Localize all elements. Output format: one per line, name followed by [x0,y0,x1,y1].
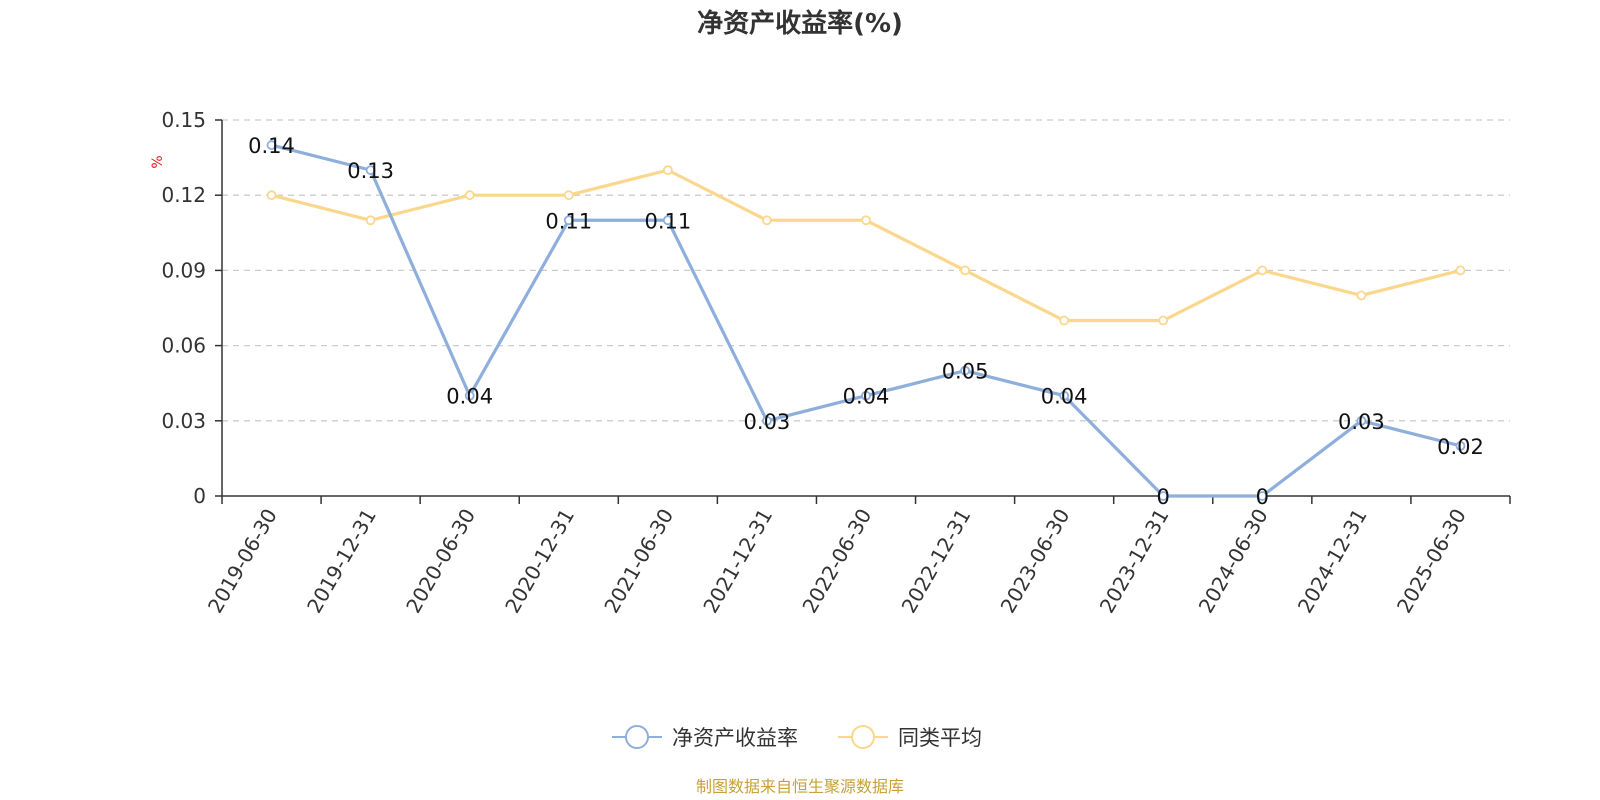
data-point [1059,315,1070,326]
series-layer [266,140,1466,501]
y-tick-label: 0 [193,484,206,508]
data-point [563,215,574,226]
data-point [861,215,871,226]
chart-title: 净资产收益率(%) [697,8,903,39]
y-tick-label: 0.12 [161,183,206,207]
data-point [1257,491,1268,501]
x-tick-label: 2019-06-30 [203,505,282,618]
data-point [1158,315,1169,326]
x-tick-label: 2022-12-31 [897,505,976,618]
x-tick-label: 2024-06-30 [1194,505,1273,618]
data-point [1356,290,1367,301]
x-tick-label: 2025-06-30 [1392,505,1471,618]
data-point [960,265,970,276]
legend: 净资产收益率 同类平均 [612,725,982,750]
data-label: 0.11 [545,209,592,233]
data-label: 0.02 [1437,435,1484,459]
axes: 0 0.03 0.06 0.09 0.12 0.15 2019-06-30 2019-12-3… [161,108,1511,618]
x-tick-label: 2020-06-30 [401,505,480,618]
data-point [662,165,673,176]
data-point [1356,415,1367,426]
x-tick-label: 2023-12-31 [1095,505,1174,618]
x-tick-label: 2023-06-30 [996,505,1075,618]
grid-lines [222,119,1510,422]
data-labels: 0.14 0.13 0.04 0.11 0.11 0.03 0.04 0.05 0.04 0 0 0.… [248,134,1484,509]
data-point [1455,265,1466,276]
data-point [464,390,475,401]
x-tick-label: 2019-12-31 [302,505,381,618]
data-label: 0.05 [942,360,989,384]
data-label: 0.04 [843,385,890,409]
data-point [563,190,574,201]
data-point [1059,390,1070,401]
legend-marker-circle [625,725,649,749]
legend-label: 同类平均 [898,726,982,750]
data-point [1455,440,1466,451]
data-label: 0.04 [1041,385,1088,409]
data-label: 0.13 [347,159,394,183]
legend-marker-circle [851,725,875,749]
data-point [1158,491,1169,501]
data-point [1257,265,1268,276]
source-note: 制图数据来自恒生聚源数据库 [696,777,904,796]
data-label: 0.14 [248,134,295,158]
data-point [266,190,277,201]
y-axis-unit-label: % [150,155,166,168]
y-tick-label: 0.06 [161,334,206,358]
data-label: 0 [1157,485,1170,509]
data-point [861,390,871,401]
x-tick-label: 2021-12-31 [698,505,777,618]
data-point [960,365,970,376]
data-label: 0 [1256,485,1269,509]
data-point [266,140,277,150]
x-tick-label: 2020-12-31 [500,505,579,618]
data-label: 0.03 [744,410,791,434]
x-tick-label: 2021-06-30 [599,505,678,618]
y-tick-label: 0.09 [161,258,206,282]
data-point [762,215,772,226]
legend-label: 净资产收益率 [672,726,798,750]
series-line [271,143,1461,498]
data-point [762,415,772,426]
data-point [365,215,376,226]
x-tick-label: 2024-12-31 [1293,505,1372,618]
data-label: 0.04 [446,385,493,409]
data-label: 0.11 [644,209,691,233]
x-tick-label: 2022-06-30 [797,505,876,618]
y-tick-label: 0.15 [161,108,206,132]
data-point [365,165,376,176]
data-point [464,190,475,201]
data-label: 0.03 [1338,410,1385,434]
data-point [662,215,673,226]
series-line [271,168,1461,323]
y-tick-label: 0.03 [161,409,206,433]
